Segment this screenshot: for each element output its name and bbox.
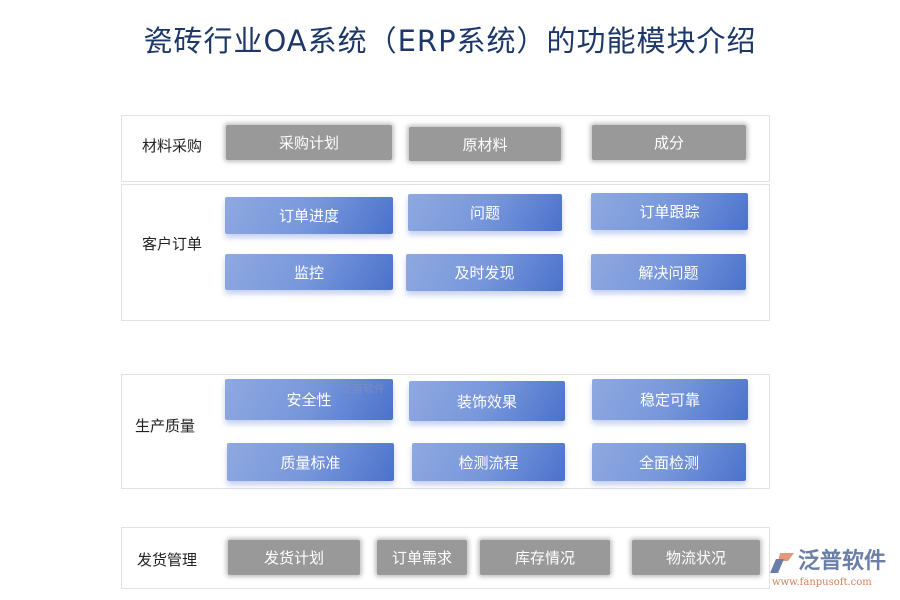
module-button[interactable]: 成分 [592, 125, 746, 160]
section-label: 发货管理 [137, 551, 198, 569]
watermark: 泛普软件 [341, 382, 385, 395]
logo-mark-icon [770, 553, 794, 573]
module-button[interactable]: 采购计划 [226, 125, 392, 160]
module-button[interactable]: 发货计划 [228, 540, 360, 575]
module-button[interactable]: 安全性 [225, 379, 393, 420]
section-label: 材料采购 [142, 137, 203, 155]
module-button[interactable]: 检测流程 [412, 443, 565, 481]
module-button[interactable]: 全面检测 [592, 443, 746, 481]
module-button[interactable]: 物流状况 [632, 540, 760, 575]
module-button[interactable]: 订单进度 [225, 197, 393, 234]
logo-url: www.fanpusoft.com [772, 577, 872, 588]
section-label: 生产质量 [135, 417, 196, 435]
module-button[interactable]: 装饰效果 [409, 381, 565, 421]
module-button[interactable]: 订单需求 [377, 540, 467, 575]
page-title: 瓷砖行业OA系统（ERP系统）的功能模块介绍 [143, 24, 757, 58]
module-button[interactable]: 订单跟踪 [591, 193, 748, 230]
module-button[interactable]: 库存情况 [480, 540, 610, 575]
module-button[interactable]: 解决问题 [591, 254, 746, 290]
module-button[interactable]: 原材料 [409, 127, 561, 161]
module-button[interactable]: 及时发现 [406, 254, 563, 291]
module-button[interactable]: 问题 [408, 194, 562, 231]
module-button[interactable]: 质量标准 [227, 443, 394, 481]
module-button[interactable]: 稳定可靠 [592, 379, 748, 420]
logo-name: 泛普软件 [798, 549, 887, 574]
module-button[interactable]: 监控 [225, 254, 393, 290]
section-label: 客户订单 [142, 235, 203, 253]
